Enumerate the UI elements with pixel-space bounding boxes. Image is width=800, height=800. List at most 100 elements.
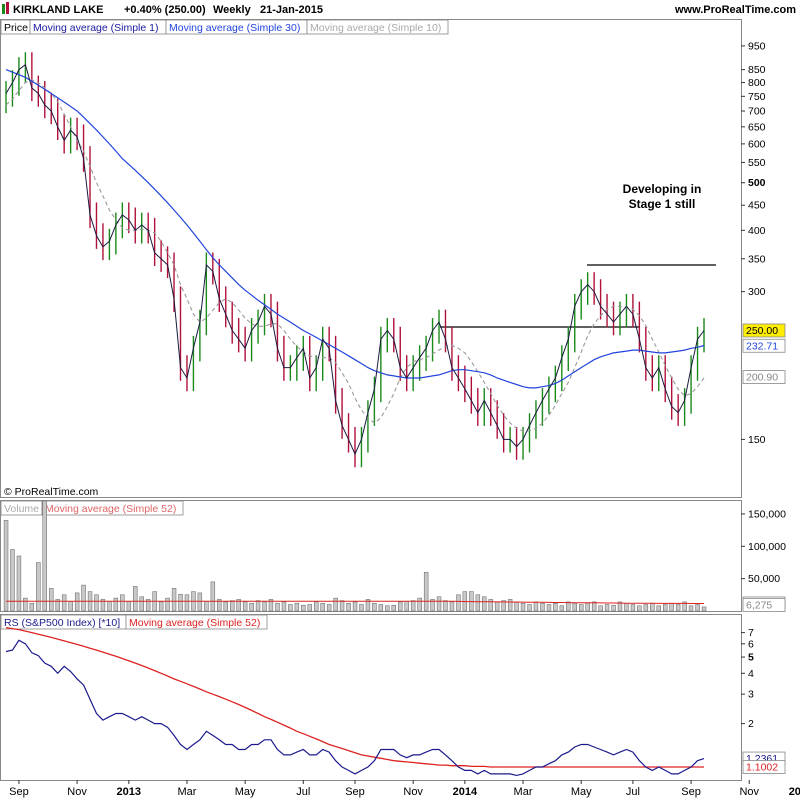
y-tick-label: 400 [748,225,766,237]
value-badge-label: 232.71 [746,340,778,352]
volume-bar [210,581,216,612]
volume-bar [546,604,552,612]
y-tick-label: 6 [748,638,754,650]
volume-bar [637,605,642,612]
y-tick-label: 300 [748,286,766,298]
legend-rs-ma52: Moving average (Simple 52) [129,617,260,629]
volume-bar [378,604,384,612]
volume-bar [482,596,487,612]
y-tick-label: 7 [748,627,754,639]
volume-bar [456,594,461,612]
value-badge-label: 6,275 [746,600,772,612]
y-tick-label: 150,000 [748,508,786,520]
volume-bar [410,600,416,612]
value-badge [742,598,786,612]
volume-bar [49,588,54,612]
volume-bar [107,601,112,612]
volume-bar [436,596,442,612]
volume-bar [475,594,481,612]
y-tick-label: 800 [748,77,766,89]
volume-bar [100,599,106,612]
volume-bar [55,599,60,612]
legend-ma30: Moving average (Simple 30) [169,22,300,34]
volume-bar [675,604,681,612]
volume-bar [591,601,597,612]
volume-bar [333,597,338,612]
y-tick-label: 150 [748,434,766,446]
volume-bar [29,602,35,612]
volume-bar [669,602,674,612]
volume-bar [695,604,700,612]
volume-bar [559,605,565,612]
volume-bar [326,604,332,612]
volume-bar [398,601,403,612]
volume-bar [139,596,144,612]
volume-bar [611,604,616,612]
volume-bar [688,605,694,612]
x-tick-label: 2013 [117,786,141,798]
volume-bar [268,599,274,612]
volume-bar [301,604,306,612]
value-badge [742,338,786,353]
volume-bar [385,605,390,612]
header-date: 21-Jan-2015 [260,4,323,16]
volume-bar [553,602,558,612]
legend-volume-ma52: Moving average (Simple 52) [45,503,176,515]
y-tick-label: 3 [748,689,754,701]
header-bar [0,0,800,18]
ma30-line [5,69,705,389]
volume-bar [42,500,47,612]
volume-bar [178,593,183,612]
volume-panel [0,500,742,612]
volume-bar [236,599,241,612]
x-tick-label: Mar [177,786,196,798]
price-plot [5,52,705,468]
x-tick-label: Nov [67,786,87,798]
volume-bar [288,604,293,612]
header-site: www.ProRealTime.com [674,4,796,16]
rs-ma52-line [5,626,704,768]
volume-bar [540,602,545,612]
volume-bar [488,599,493,612]
header-period: Weekly [213,4,252,16]
volume-bar [566,601,571,612]
header-symbol: KIRKLAND LAKE [13,4,103,16]
volume-bar [314,601,319,612]
volume-bar [262,601,267,612]
y-tick-label: 350 [748,253,766,265]
y-tick-label: 450 [748,200,766,212]
rs-panel [0,614,742,781]
volume-bar [223,601,228,612]
volume-bar [617,601,623,612]
volume-bar [391,604,396,612]
y-tick-label: 2 [748,718,754,730]
y-tick-label: 50,000 [748,573,780,585]
volume-bar [365,599,371,612]
value-badge [742,370,786,384]
annotation-line2: Stage 1 still [629,197,696,211]
volume-bar [133,586,138,612]
value-badge-label: 250.00 [746,325,778,337]
ma1-line [5,63,705,456]
volume-bar [339,600,345,612]
value-badge [742,760,786,774]
volume-bar [346,602,351,612]
value-badge-label: 1.1002 [746,762,778,774]
volume-bar [417,597,422,612]
x-tick-label: May [235,786,256,798]
value-badge [742,323,786,338]
volume-bar [533,601,539,612]
volume-bar [598,605,603,612]
legend-ma10: Moving average (Simple 10) [310,22,441,34]
volume-bar [197,592,203,612]
legend-price: Price [4,22,28,34]
volume-bar [294,602,300,612]
x-tick-label: Sep [681,786,701,798]
annotation-line1: Developing in [623,182,702,196]
x-tick-label: Jul [626,786,640,798]
volume-bar [701,606,707,612]
volume-bar [527,604,532,612]
volume-bar [74,592,80,612]
y-tick-label: 600 [748,138,766,150]
